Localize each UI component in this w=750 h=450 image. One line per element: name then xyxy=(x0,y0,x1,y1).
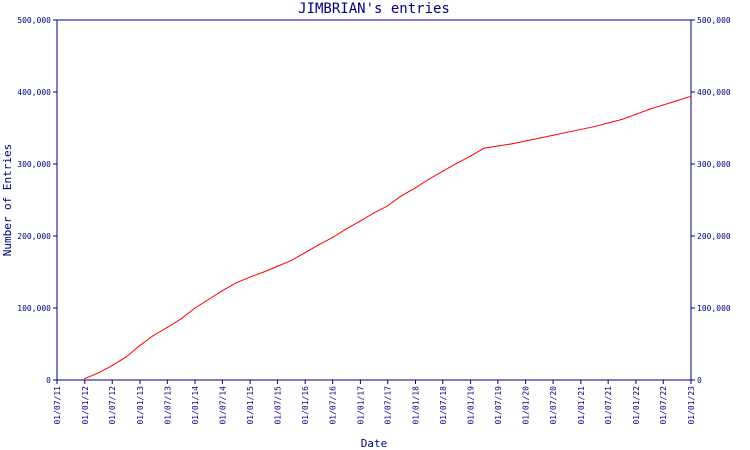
data-point xyxy=(648,108,651,110)
x-tick-label: 01/07/16 xyxy=(329,386,338,425)
data-point xyxy=(483,147,485,149)
chart-title: JIMBRIAN's entries xyxy=(298,1,450,17)
data-point xyxy=(690,95,692,97)
x-tick-label: 01/01/21 xyxy=(577,386,586,425)
data-point xyxy=(263,271,265,273)
data-point xyxy=(538,137,540,139)
data-point xyxy=(566,131,568,133)
x-axis-title: Date xyxy=(361,437,388,450)
x-tick-label: 01/07/17 xyxy=(384,386,393,425)
data-point xyxy=(276,265,279,267)
data-point xyxy=(469,155,472,157)
x-tick-label: 01/07/13 xyxy=(163,386,172,425)
data-point xyxy=(373,212,375,214)
x-tick-label: 01/07/21 xyxy=(604,386,613,425)
x-tick-label: 01/01/18 xyxy=(411,386,420,425)
y-axis-title: Number of Entries xyxy=(1,144,14,257)
series-layer xyxy=(84,95,692,380)
data-point xyxy=(332,236,334,239)
data-point xyxy=(125,356,127,358)
data-point xyxy=(401,195,403,197)
y-tick-label-left: 200,000 xyxy=(17,232,51,241)
data-point xyxy=(180,318,182,320)
data-point xyxy=(387,205,389,207)
x-tick-label: 01/01/20 xyxy=(522,386,531,425)
x-tick-label: 01/01/19 xyxy=(467,386,476,425)
data-point xyxy=(139,344,141,347)
data-point xyxy=(662,104,664,106)
data-point xyxy=(194,307,196,309)
y-tick-label-right: 200,000 xyxy=(697,232,731,241)
data-point xyxy=(304,251,306,254)
y-tick-label-right: 300,000 xyxy=(697,160,731,169)
y-axis-right: 0 100,000 200,000 300,000 400,000 500,000 xyxy=(691,16,731,385)
data-point xyxy=(593,125,596,128)
x-tick-label: 01/07/18 xyxy=(439,386,448,425)
x-tick-label: 01/01/14 xyxy=(191,386,200,425)
y-tick-label-right: 0 xyxy=(697,376,702,385)
data-point xyxy=(318,244,320,246)
x-tick-label: 01/01/13 xyxy=(136,386,145,425)
y-tick-label-right: 500,000 xyxy=(697,16,731,25)
data-point xyxy=(676,100,678,102)
y-tick-label-right: 100,000 xyxy=(697,304,731,313)
series-line xyxy=(84,95,692,380)
data-point xyxy=(580,128,582,131)
data-point xyxy=(84,377,86,380)
data-point xyxy=(208,298,210,300)
data-point xyxy=(249,276,251,278)
data-point xyxy=(111,365,113,367)
x-tick-label: 01/07/22 xyxy=(659,386,668,425)
y-axis-left: 0 100,000 200,000 300,000 400,000 500,000 xyxy=(17,16,57,385)
data-point xyxy=(552,134,554,136)
data-point xyxy=(607,122,609,124)
x-tick-label: 01/07/11 xyxy=(53,386,62,425)
x-tick-label: 01/01/22 xyxy=(632,386,641,425)
data-point xyxy=(221,290,223,292)
data-point xyxy=(456,162,458,164)
x-tick-label: 01/01/23 xyxy=(687,386,696,425)
y-tick-label-left: 100,000 xyxy=(17,304,51,313)
x-tick-label: 01/07/14 xyxy=(218,386,227,425)
x-tick-label: 01/07/12 xyxy=(108,386,117,425)
data-point xyxy=(97,372,100,374)
data-point xyxy=(152,334,155,336)
x-tick-label: 01/07/20 xyxy=(549,386,558,425)
data-point xyxy=(414,187,417,189)
x-tick-label: 01/07/19 xyxy=(494,386,503,425)
data-point xyxy=(511,143,513,145)
data-point xyxy=(635,113,637,115)
data-point xyxy=(345,228,348,230)
data-point xyxy=(525,140,527,142)
x-tick-label: 01/01/12 xyxy=(81,386,90,425)
data-point xyxy=(497,145,499,147)
y-tick-label-left: 400,000 xyxy=(17,88,51,97)
x-axis: 01/07/11 01/01/12 01/07/12 01/01/13 01/07/13… xyxy=(53,380,696,425)
y-tick-label-left: 500,000 xyxy=(17,16,51,25)
data-point xyxy=(621,118,623,120)
x-tick-label: 01/01/16 xyxy=(301,386,310,425)
x-tick-label: 01/01/15 xyxy=(246,386,255,425)
x-tick-label: 01/07/15 xyxy=(273,386,282,425)
data-point xyxy=(359,220,362,222)
data-point xyxy=(428,178,430,180)
plot-frame xyxy=(56,19,692,381)
y-tick-label-left: 0 xyxy=(46,376,51,385)
x-tick-label: 01/01/17 xyxy=(356,386,365,425)
data-point xyxy=(235,282,237,284)
y-tick-label-left: 300,000 xyxy=(17,160,51,169)
data-point xyxy=(166,326,168,329)
data-point xyxy=(442,170,444,172)
y-tick-label-right: 400,000 xyxy=(697,88,731,97)
data-point xyxy=(290,259,292,262)
